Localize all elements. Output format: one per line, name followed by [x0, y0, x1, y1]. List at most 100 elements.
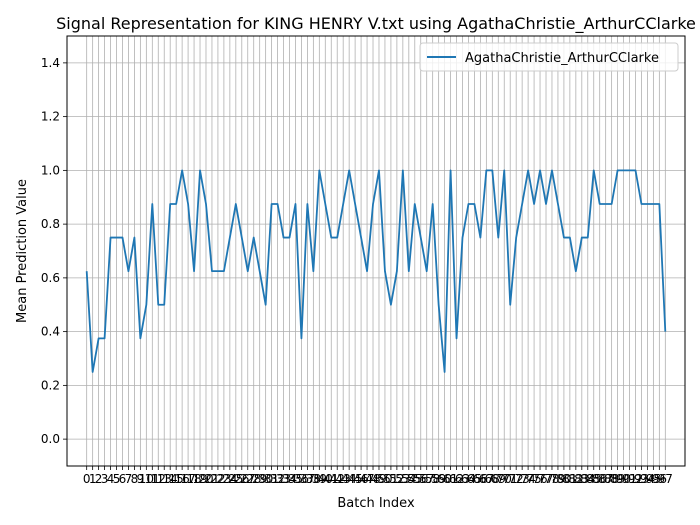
x-tick-label: 82: [568, 472, 583, 486]
x-tick-label: 30: [258, 472, 273, 486]
x-tick-label: 36: [294, 472, 309, 486]
x-tick-label: 20: [198, 472, 213, 486]
x-tick-label: 26: [234, 472, 249, 486]
x-tick-label: 89: [610, 472, 625, 486]
y-axis-ticks: 0.0 0.2 0.4 0.6 0.8 1.0 1.2 1.4: [41, 56, 67, 446]
x-tick-label: 75: [526, 472, 541, 486]
x-tick-label: 16: [174, 472, 189, 486]
legend: AgathaChristie_ArthurCClarke: [419, 42, 679, 72]
x-tick-label: 94: [640, 472, 655, 486]
x-tick-label: 48: [365, 472, 380, 486]
x-tick-label: 76: [532, 472, 547, 486]
plot-frame: [66, 35, 686, 467]
x-tick-label: 86: [592, 472, 607, 486]
x-tick-label: 80: [556, 472, 571, 486]
x-tick-label: 91: [622, 472, 637, 486]
x-tick-label: 50: [377, 472, 392, 486]
y-tick-label: 0.0: [41, 432, 60, 446]
y-tick-label: 1.0: [41, 163, 60, 177]
x-tick-label: 28: [246, 472, 261, 486]
x-tick-label: 14: [163, 472, 178, 486]
x-tick-label: 23: [216, 472, 231, 486]
x-tick-label: 51: [383, 472, 398, 486]
x-tick-label: 66: [473, 472, 488, 486]
series-line: [85, 169, 667, 373]
x-tick-label: 27: [240, 472, 255, 486]
x-tick-label: 87: [598, 472, 613, 486]
legend-label: AgathaChristie_ArthurCClarke: [465, 51, 659, 66]
x-tick-label: 38: [306, 472, 321, 486]
x-tick-label: 5: [113, 472, 121, 486]
x-tick-label: 32: [270, 472, 285, 486]
x-tick-label: 63: [455, 472, 470, 486]
x-tick-label: 96: [652, 472, 667, 486]
x-tick-label: 1: [89, 472, 97, 486]
x-tick-label: 52: [389, 472, 404, 486]
x-tick-label: 72: [509, 472, 524, 486]
x-tick-label: 21: [204, 472, 219, 486]
x-tick-label: 88: [604, 472, 619, 486]
x-tick-label: 42: [330, 472, 345, 486]
x-tick-label: 24: [222, 472, 237, 486]
chart-title: Signal Representation for KING HENRY V.t…: [56, 14, 696, 34]
x-tick-label: 77: [538, 472, 553, 486]
x-tick-label: 54: [401, 472, 416, 486]
x-tick-label: 46: [353, 472, 368, 486]
x-tick-label: 95: [646, 472, 661, 486]
y-tick-label: 0.6: [41, 271, 60, 285]
x-tick-label: 12: [151, 472, 166, 486]
x-tick-label: 55: [407, 472, 422, 486]
x-tick-label: 60: [437, 472, 452, 486]
x-tick-label: 49: [371, 472, 386, 486]
x-tick-label: 17: [180, 472, 195, 486]
y-tick-label: 0.8: [41, 217, 60, 231]
x-tick-label: 29: [252, 472, 267, 486]
y-axis-label: Mean Prediction Value: [15, 179, 30, 323]
x-tick-label: 43: [336, 472, 351, 486]
x-tick-label: 34: [282, 472, 297, 486]
x-tick-label: 4: [107, 472, 115, 486]
x-tick-label: 83: [574, 472, 589, 486]
x-tick-label: 64: [461, 472, 476, 486]
x-tick-label: 40: [318, 472, 333, 486]
x-tick-label: 85: [586, 472, 601, 486]
x-tick-label: 33: [276, 472, 291, 486]
x-tick-label: 8: [131, 472, 139, 486]
x-tick-label: 71: [503, 472, 518, 486]
x-tick-label: 73: [515, 472, 530, 486]
x-tick-label: 58: [425, 472, 440, 486]
x-tick-label: 74: [520, 472, 535, 486]
x-tick-label: 25: [228, 472, 243, 486]
x-tick-label: 44: [342, 472, 357, 486]
x-tick-label: 41: [324, 472, 339, 486]
x-tick-label: 56: [413, 472, 428, 486]
y-tick-label: 1.4: [41, 56, 60, 70]
x-tick-label: 61: [443, 472, 458, 486]
x-tick-label: 78: [544, 472, 559, 486]
x-axis-label: Batch Index: [337, 496, 415, 511]
x-tick-label: 37: [300, 472, 315, 486]
x-tick-label: 53: [395, 472, 410, 486]
x-tick-label: 79: [550, 472, 565, 486]
x-tick-label: 93: [634, 472, 649, 486]
x-tick-label: 10: [139, 472, 154, 486]
x-tick-label: 3: [101, 472, 109, 486]
x-tick-label: 47: [359, 472, 374, 486]
x-tick-label: 35: [288, 472, 303, 486]
y-tick-label: 0.2: [41, 378, 60, 392]
x-tick-label: 81: [562, 472, 577, 486]
x-tick-label: 13: [157, 472, 172, 486]
x-tick-label: 70: [497, 472, 512, 486]
x-tick-label: 6: [119, 472, 127, 486]
x-tick-label: 18: [186, 472, 201, 486]
x-tick-label: 57: [419, 472, 434, 486]
x-tick-label: 68: [485, 472, 500, 486]
x-tick-label: 22: [210, 472, 225, 486]
x-tick-label: 9: [137, 472, 145, 486]
legend-box: [419, 42, 679, 72]
x-tick-label: 31: [264, 472, 279, 486]
x-tick-label: 69: [491, 472, 506, 486]
x-tick-label: 59: [431, 472, 446, 486]
x-gridlines: [86, 36, 666, 466]
